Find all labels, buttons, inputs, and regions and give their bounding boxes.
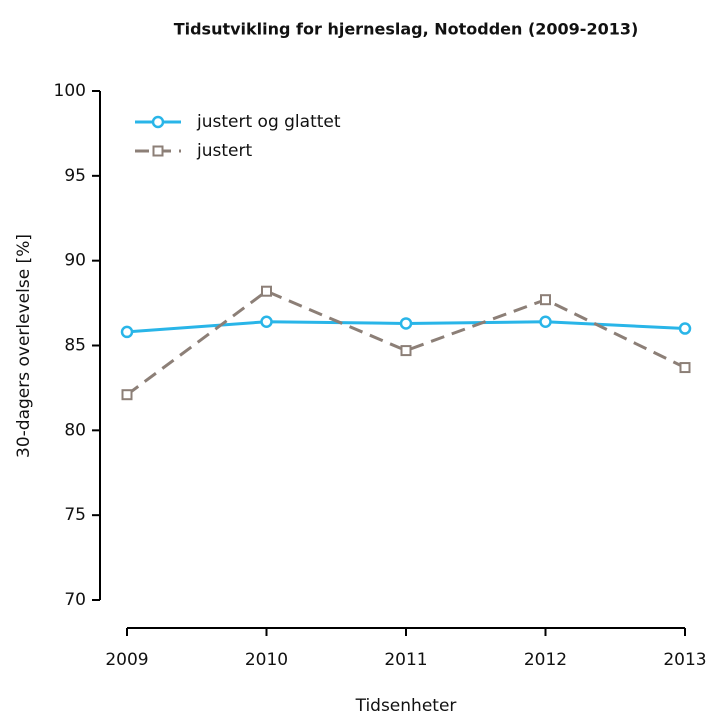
y-tick-label: 70 xyxy=(64,590,86,610)
data-point xyxy=(399,317,413,330)
series-line xyxy=(126,289,686,396)
legend-marker xyxy=(152,145,164,157)
data-point xyxy=(260,315,273,328)
chart-title: Tidsutvikling for hjerneslag, Notodden (… xyxy=(174,20,639,39)
data-point xyxy=(679,362,691,374)
data-point xyxy=(261,285,272,297)
data-point xyxy=(539,315,552,328)
x-tick-label: 2010 xyxy=(245,650,288,670)
data-point xyxy=(678,322,692,335)
y-tick-label: 75 xyxy=(64,505,86,525)
y-axis-label: 30-dagers overlevelse [%] xyxy=(14,234,34,458)
y-tick-label: 95 xyxy=(64,166,86,186)
legend-label: justert og glattet xyxy=(196,112,341,132)
data-point xyxy=(120,325,134,339)
y-tick-label: 100 xyxy=(54,81,86,101)
y-tick-label: 85 xyxy=(64,336,86,356)
data-point xyxy=(121,389,133,401)
data-point xyxy=(400,345,412,357)
y-tick-label: 80 xyxy=(64,420,86,440)
x-axis-label: Tidsenheter xyxy=(355,696,457,716)
data-point xyxy=(540,294,551,306)
legend-marker xyxy=(151,115,165,129)
legend-label: justert xyxy=(196,141,252,161)
x-tick-label: 2009 xyxy=(105,650,148,670)
x-tick-label: 2013 xyxy=(663,650,706,670)
x-tick-label: 2011 xyxy=(384,650,427,670)
y-tick-label: 90 xyxy=(64,251,86,271)
x-tick-label: 2012 xyxy=(524,650,567,670)
